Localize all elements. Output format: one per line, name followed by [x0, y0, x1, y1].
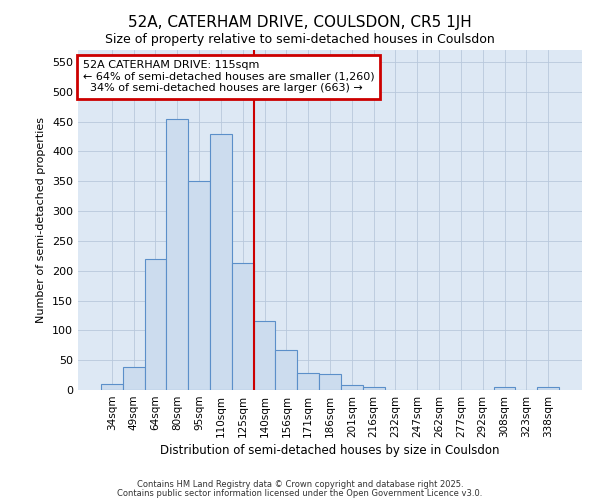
- Bar: [188, 181, 210, 390]
- Bar: [232, 263, 254, 390]
- Text: 52A CATERHAM DRIVE: 115sqm
← 64% of semi-detached houses are smaller (1,260)
  3: 52A CATERHAM DRIVE: 115sqm ← 64% of semi…: [83, 60, 374, 94]
- Bar: [101, 384, 123, 390]
- Bar: [494, 387, 515, 390]
- Bar: [297, 374, 319, 390]
- Bar: [123, 368, 145, 390]
- Bar: [275, 350, 297, 390]
- X-axis label: Distribution of semi-detached houses by size in Coulsdon: Distribution of semi-detached houses by …: [160, 444, 500, 457]
- Bar: [341, 385, 363, 390]
- Bar: [363, 387, 385, 390]
- Text: Contains HM Land Registry data © Crown copyright and database right 2025.: Contains HM Land Registry data © Crown c…: [137, 480, 463, 489]
- Bar: [319, 374, 341, 390]
- Text: Contains public sector information licensed under the Open Government Licence v3: Contains public sector information licen…: [118, 488, 482, 498]
- Bar: [166, 118, 188, 390]
- Y-axis label: Number of semi-detached properties: Number of semi-detached properties: [37, 117, 46, 323]
- Bar: [537, 387, 559, 390]
- Text: 52A, CATERHAM DRIVE, COULSDON, CR5 1JH: 52A, CATERHAM DRIVE, COULSDON, CR5 1JH: [128, 15, 472, 30]
- Bar: [145, 259, 166, 390]
- Text: Size of property relative to semi-detached houses in Coulsdon: Size of property relative to semi-detach…: [105, 32, 495, 46]
- Bar: [254, 322, 275, 390]
- Bar: [210, 134, 232, 390]
